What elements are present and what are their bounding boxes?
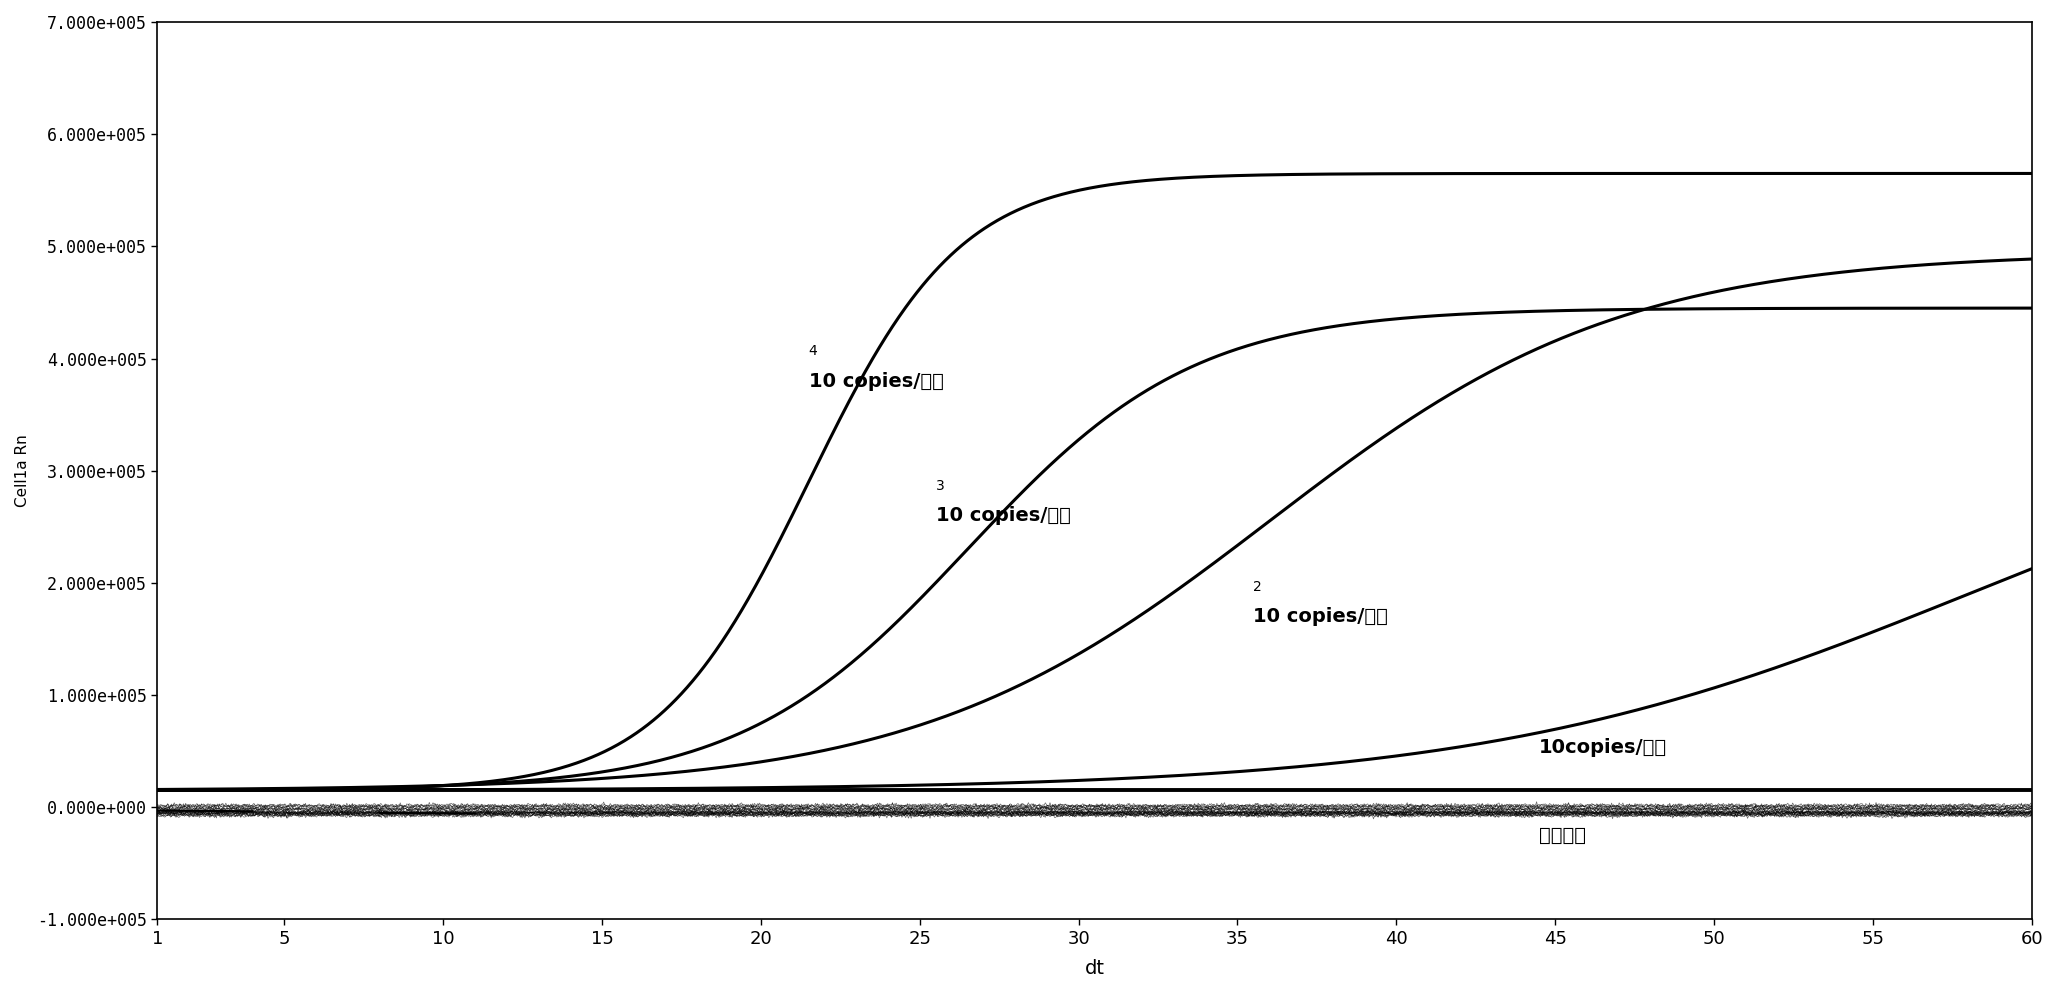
Text: 阴性对照: 阴性对照	[1539, 826, 1587, 845]
Text: 10copies/反应: 10copies/反应	[1539, 739, 1667, 758]
Text: 10 copies/反应: 10 copies/反应	[1253, 607, 1389, 627]
Y-axis label: Cell1a Rn: Cell1a Rn	[14, 434, 31, 507]
X-axis label: dt: dt	[1085, 959, 1105, 978]
Text: 10 copies/反应: 10 copies/反应	[809, 371, 943, 390]
Text: 10 copies/反应: 10 copies/反应	[936, 506, 1070, 525]
Text: 4: 4	[809, 345, 817, 358]
Text: 2: 2	[1253, 580, 1262, 594]
Text: 3: 3	[936, 479, 945, 493]
